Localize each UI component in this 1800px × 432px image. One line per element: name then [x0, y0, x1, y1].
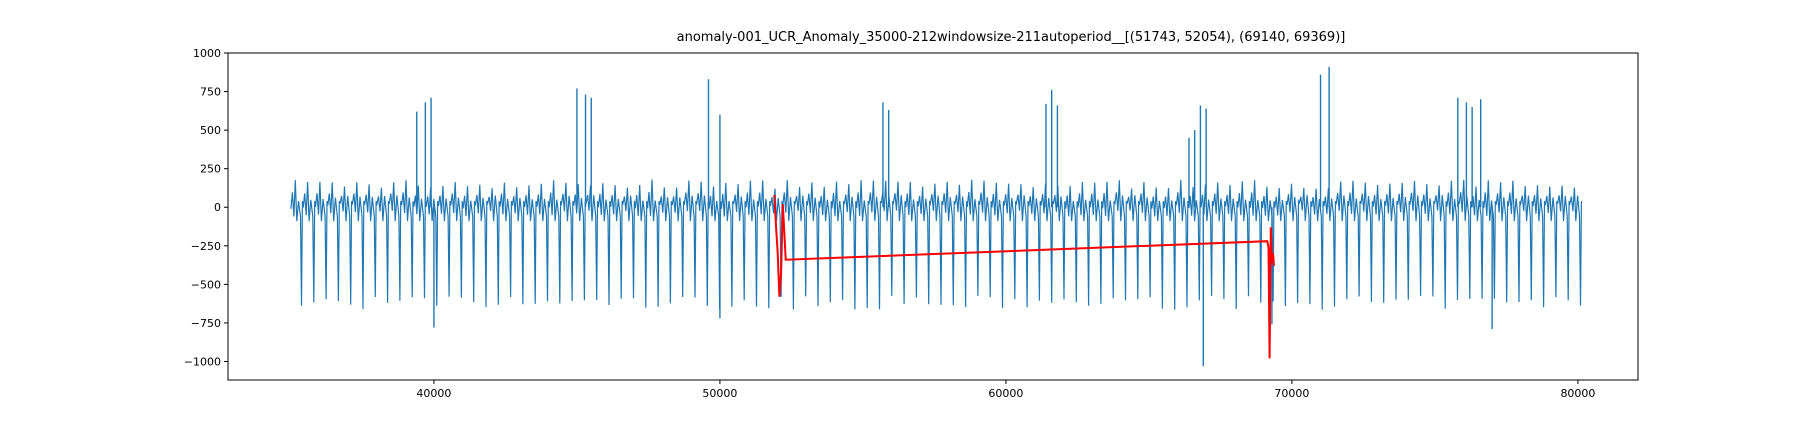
- anomaly-line: [773, 194, 1275, 359]
- x-tick-label-60000: 60000: [988, 387, 1023, 400]
- chart-title: anomaly-001_UCR_Anomaly_35000-212windows…: [677, 30, 1346, 45]
- y-tick-label--500: −500: [191, 278, 221, 291]
- x-tick-label-80000: 80000: [1560, 387, 1595, 400]
- y-tick-label-0: 0: [214, 201, 221, 214]
- y-tick-label--1000: −1000: [184, 355, 221, 368]
- y-axis: 1000 750 500 250 0 −250 −500 −750 −1000: [184, 47, 228, 368]
- x-axis: 40000 50000 60000 70000 80000: [416, 380, 1595, 400]
- series-layer: [290, 66, 1582, 367]
- x-tick-label-70000: 70000: [1274, 387, 1309, 400]
- signal-line: [290, 179, 1582, 310]
- y-tick-label-500: 500: [200, 124, 221, 137]
- y-tick-label--250: −250: [191, 240, 221, 253]
- x-tick-label-50000: 50000: [702, 387, 737, 400]
- y-tick-label-1000: 1000: [193, 47, 221, 60]
- y-tick-label--750: −750: [191, 317, 221, 330]
- y-tick-label-750: 750: [200, 86, 221, 99]
- y-tick-label-250: 250: [200, 163, 221, 176]
- plot-frame: [227, 52, 1639, 381]
- x-tick-label-40000: 40000: [416, 387, 451, 400]
